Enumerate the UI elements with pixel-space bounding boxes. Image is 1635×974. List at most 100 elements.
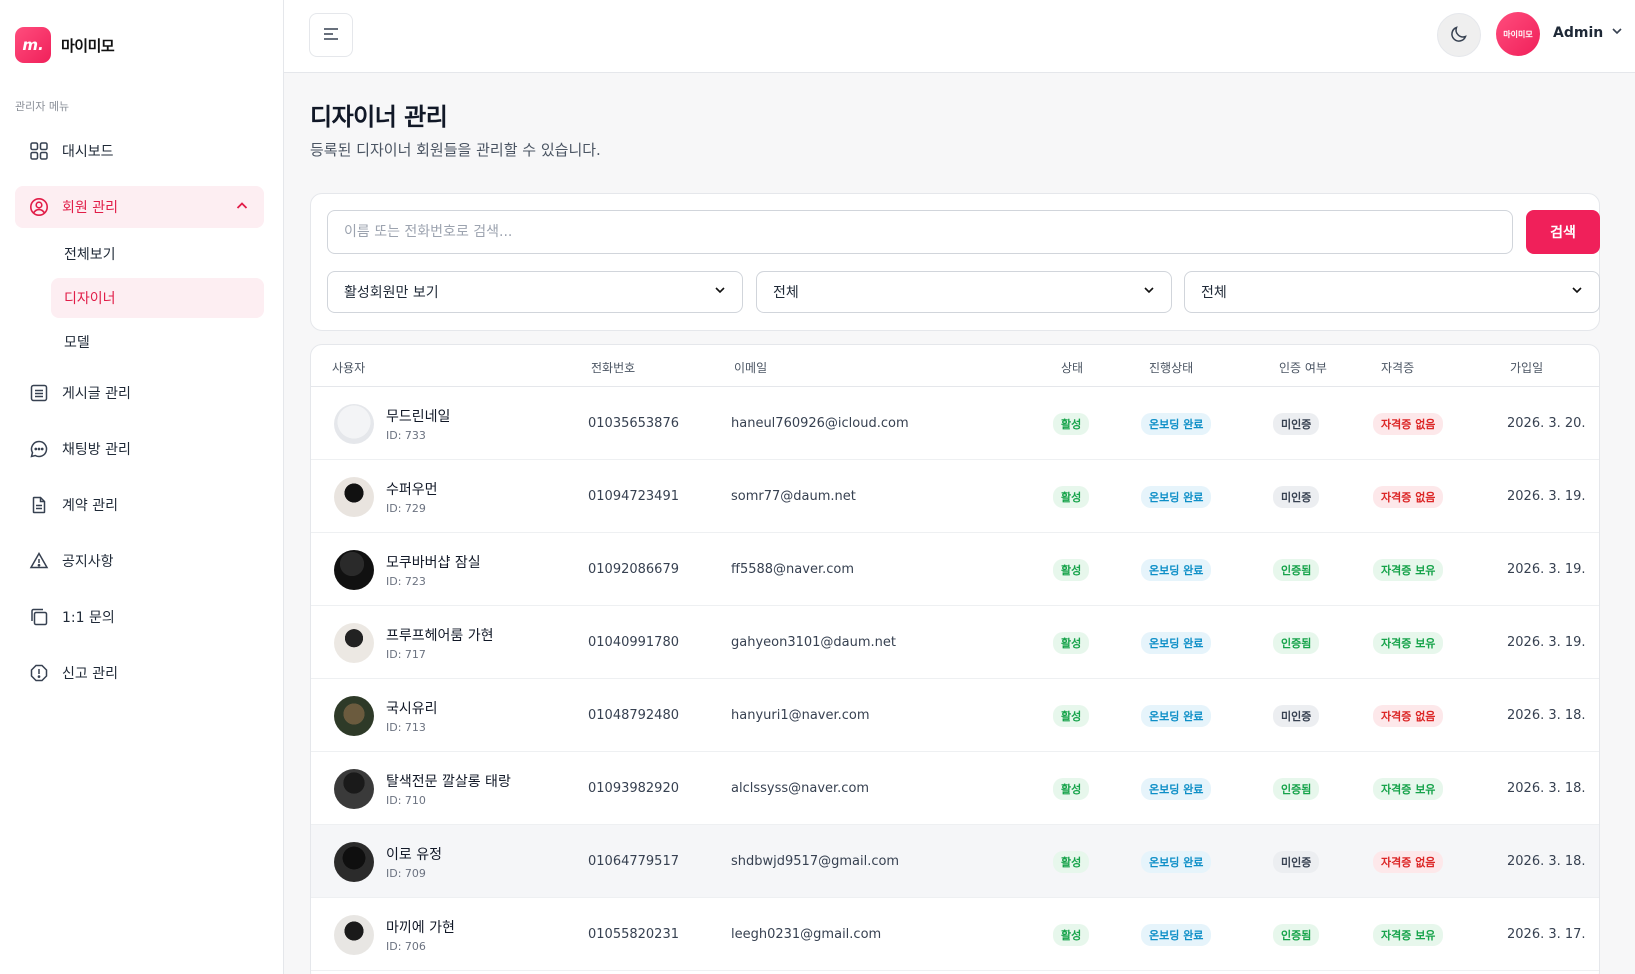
table-row[interactable]: 마끼에 가현 ID: 706 01055820231 leegh0231@gmail.… xyxy=(311,898,1599,971)
sidebar-item-label: 공지사항 xyxy=(62,554,114,570)
email-cell: haneul760926@icloud.com xyxy=(731,416,909,431)
chevron-down-icon xyxy=(1571,284,1583,300)
phone-cell: 01040991780 xyxy=(588,635,679,650)
sidebar-item-inquiries[interactable]: 1:1 문의 xyxy=(15,596,264,638)
grid-icon xyxy=(28,140,50,162)
verification-select[interactable]: 전체 xyxy=(1184,271,1600,313)
progress-badge: 온보딩 완료 xyxy=(1141,631,1212,654)
submenu-item-model[interactable]: 모델 xyxy=(64,335,90,351)
verified-badge: 미인증 xyxy=(1273,850,1320,873)
admin-avatar[interactable]: 마이미모 xyxy=(1496,12,1540,56)
column-header-user[interactable]: 사용자 xyxy=(332,361,366,375)
submenu-item-all[interactable]: 전체보기 xyxy=(64,247,116,263)
submenu-item-designer[interactable]: 디자이너 xyxy=(51,278,264,318)
column-header-joined[interactable]: 가입일 xyxy=(1510,361,1544,375)
sidebar-menu: 대시보드 회원 관리 전체보기 디자이너 모델 게시글 관리 xyxy=(15,130,264,708)
avatar xyxy=(334,695,374,736)
user-cell: 국시유리 ID: 713 xyxy=(334,679,438,752)
chevron-down-icon xyxy=(1611,25,1623,41)
sidebar-item-notices[interactable]: 공지사항 xyxy=(15,540,264,582)
verified-badge: 미인증 xyxy=(1273,412,1320,435)
avatar xyxy=(334,768,374,809)
brand[interactable]: m. 마이미모 xyxy=(15,27,115,63)
user-cell: 무드린네일 ID: 733 xyxy=(334,387,450,460)
avatar xyxy=(334,549,374,590)
user-name: 마끼에 가현 xyxy=(386,919,455,936)
phone-cell: 01064779517 xyxy=(588,854,679,869)
sidebar-item-label: 계약 관리 xyxy=(62,498,118,514)
admin-menu[interactable]: Admin xyxy=(1553,25,1623,41)
sidebar-item-label: 1:1 문의 xyxy=(62,610,115,626)
designer-table: 사용자 전화번호 이메일 상태 진행상태 인증 여부 자격증 가입일 무드린네일… xyxy=(310,344,1600,974)
column-header-verified[interactable]: 인증 여부 xyxy=(1279,361,1327,375)
warning-icon xyxy=(28,550,50,572)
column-header-progress[interactable]: 진행상태 xyxy=(1149,361,1194,375)
page-description: 등록된 디자이너 회원들을 관리할 수 있습니다. xyxy=(310,141,601,159)
sidebar-item-reports[interactable]: 신고 관리 xyxy=(15,652,264,694)
license-badge: 자격증 보유 xyxy=(1373,558,1444,581)
status-badge: 활성 xyxy=(1053,704,1090,727)
user-circle-icon xyxy=(28,196,50,218)
column-header-status[interactable]: 상태 xyxy=(1061,361,1084,375)
user-id: ID: 706 xyxy=(386,939,426,953)
moon-icon xyxy=(1449,24,1469,47)
progress-select[interactable]: 전체 xyxy=(756,271,1172,313)
status-badge: 활성 xyxy=(1053,923,1090,946)
sidebar-item-contracts[interactable]: 계약 관리 xyxy=(15,484,264,526)
table-row[interactable]: 국시유리 ID: 713 01048792480 hanyuri1@naver.com… xyxy=(311,679,1599,752)
phone-cell: 01055820231 xyxy=(588,927,679,942)
table-row[interactable]: 프루프헤어룸 가현 ID: 717 01040991780 gahyeon3101@d… xyxy=(311,606,1599,679)
joined-cell: 2026. 3. 19. xyxy=(1507,489,1586,504)
progress-badge: 온보딩 완료 xyxy=(1141,923,1212,946)
joined-cell: 2026. 3. 19. xyxy=(1507,635,1586,650)
status-badge: 활성 xyxy=(1053,850,1090,873)
table-row[interactable]: 무드린네일 ID: 733 01035653876 haneul760926@iclo… xyxy=(311,387,1599,460)
status-badge: 활성 xyxy=(1053,412,1090,435)
column-header-license[interactable]: 자격증 xyxy=(1381,361,1415,375)
user-info: 모쿠바버샵 잠실 ID: 723 xyxy=(386,552,481,588)
joined-cell: 2026. 3. 17. xyxy=(1507,927,1586,942)
license-badge: 자격증 보유 xyxy=(1373,923,1444,946)
search-button[interactable]: 검색 xyxy=(1526,210,1600,254)
user-id: ID: 710 xyxy=(386,793,426,807)
sidebar-item-label: 게시글 관리 xyxy=(62,386,131,402)
list-icon xyxy=(28,382,50,404)
sidebar: m. 마이미모 관리자 메뉴 대시보드 회원 관리 전체보기 디자이너 모델 xyxy=(0,0,284,974)
top-bar: 마이미모 Admin xyxy=(284,0,1635,73)
email-cell: gahyeon3101@daum.net xyxy=(731,635,897,650)
menu-toggle-button[interactable] xyxy=(309,13,353,57)
user-id: ID: 723 xyxy=(386,574,426,588)
filter-card: 검색 활성회원만 보기 전체 전체 xyxy=(310,193,1600,331)
active-member-select[interactable]: 활성회원만 보기 xyxy=(327,271,743,313)
column-header-email[interactable]: 이메일 xyxy=(734,361,768,375)
user-name: 무드린네일 xyxy=(386,408,451,425)
sidebar-item-chatrooms[interactable]: 채팅방 관리 xyxy=(15,428,264,470)
table-row[interactable]: 이로 유정 ID: 709 01064779517 shdbwjd9517@gmail… xyxy=(311,825,1599,898)
table-row[interactable]: 탈색전문 깔살롱 태랑 ID: 710 01093982920 alclssyss@n… xyxy=(311,752,1599,825)
table-row[interactable]: 모쿠바버샵 잠실 ID: 723 01092086679 ff5588@naver.c… xyxy=(311,533,1599,606)
email-cell: hanyuri1@naver.com xyxy=(731,708,870,723)
joined-cell: 2026. 3. 19. xyxy=(1507,562,1586,577)
search-input[interactable] xyxy=(327,210,1513,254)
license-badge: 자격증 없음 xyxy=(1373,850,1444,873)
avatar xyxy=(334,622,374,663)
sidebar-item-dashboard[interactable]: 대시보드 xyxy=(15,130,264,172)
table-body: 무드린네일 ID: 733 01035653876 haneul760926@iclo… xyxy=(311,387,1599,971)
email-cell: alclssyss@naver.com xyxy=(731,781,870,796)
user-id: ID: 717 xyxy=(386,647,426,661)
sidebar-item-posts[interactable]: 게시글 관리 xyxy=(15,372,264,414)
dark-mode-toggle[interactable] xyxy=(1437,13,1481,57)
chevron-down-icon xyxy=(1143,284,1155,300)
status-badge: 활성 xyxy=(1053,631,1090,654)
phone-cell: 01094723491 xyxy=(588,489,679,504)
progress-badge: 온보딩 완료 xyxy=(1141,485,1212,508)
sidebar-item-members[interactable]: 회원 관리 xyxy=(15,186,264,228)
chevron-up-icon xyxy=(234,198,250,218)
avatar xyxy=(334,476,374,517)
user-id: ID: 729 xyxy=(386,501,426,515)
table-row[interactable]: 수퍼우먼 ID: 729 01094723491 somr77@daum.net 활성 온… xyxy=(311,460,1599,533)
user-info: 국시유리 ID: 713 xyxy=(386,698,438,734)
select-value: 활성회원만 보기 xyxy=(344,285,439,301)
license-badge: 자격증 없음 xyxy=(1373,485,1444,508)
column-header-phone[interactable]: 전화번호 xyxy=(591,361,636,375)
